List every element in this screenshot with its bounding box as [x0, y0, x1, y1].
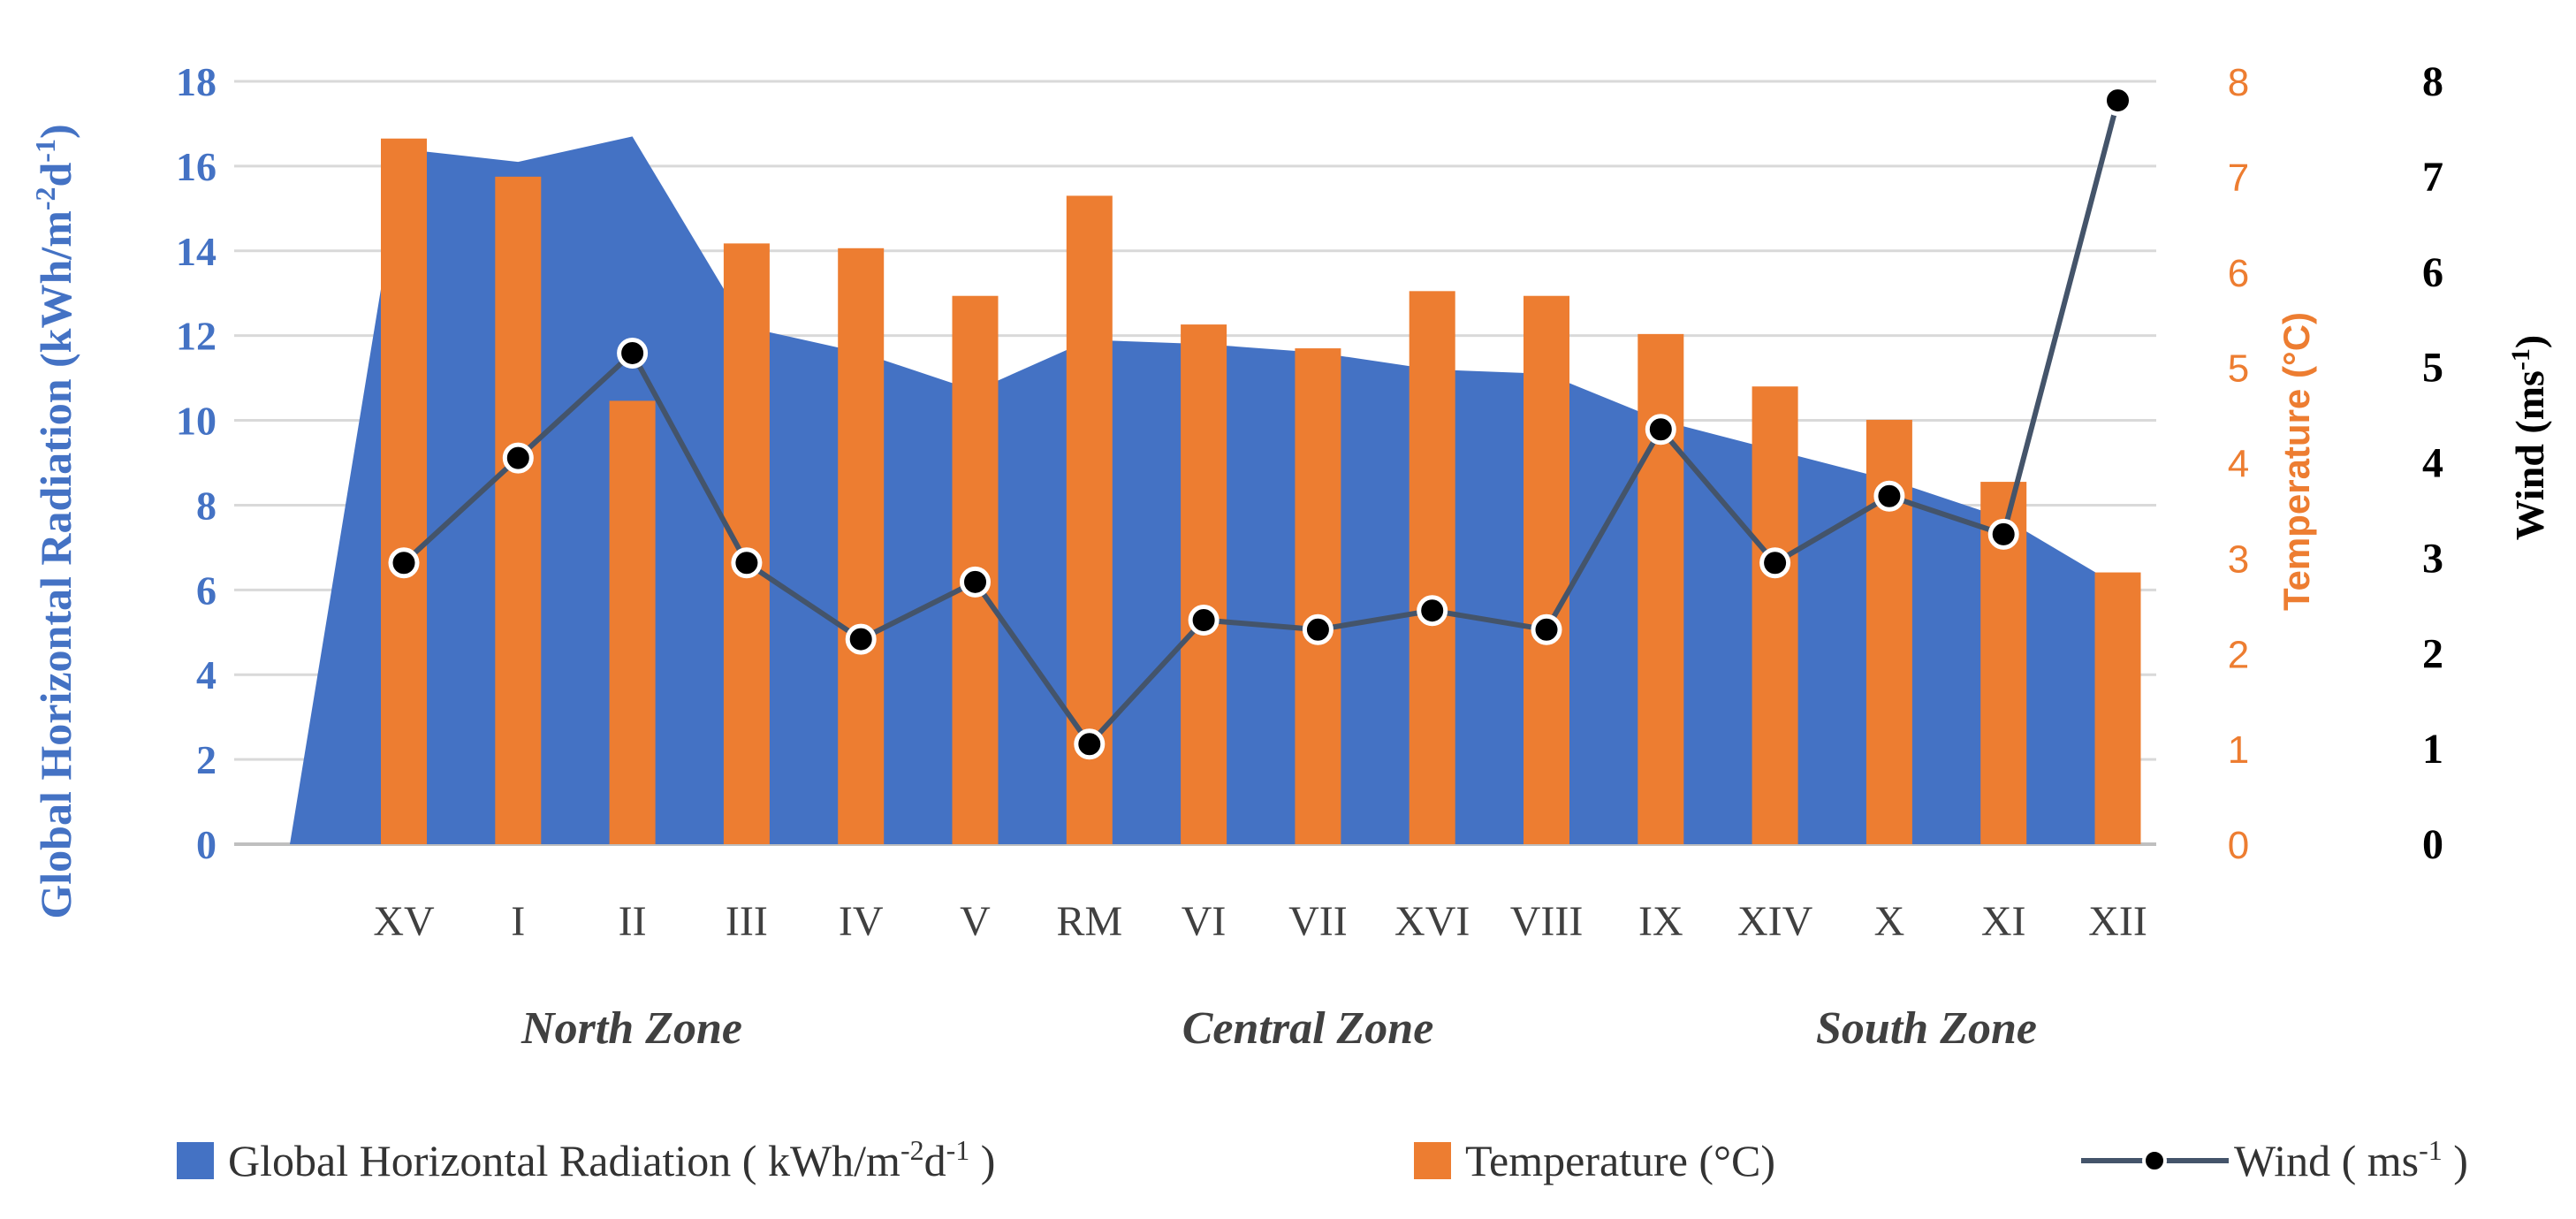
- temperature-bar: [381, 138, 427, 845]
- category-label: IV: [839, 898, 884, 945]
- temperature-bar: [838, 248, 885, 844]
- zone-label: North Zone: [521, 1003, 742, 1054]
- category-label: I: [511, 898, 525, 945]
- wind-tick-label: 4: [2422, 440, 2443, 487]
- wind-point: [388, 547, 420, 579]
- temperature-tick-label: 1: [2228, 728, 2249, 772]
- left-tick-label: 10: [176, 399, 217, 444]
- temperature-bar: [2094, 572, 2141, 844]
- wind-axis-ticks: 0 1 2 3 4 5 6 7 8: [2422, 58, 2443, 868]
- temperature-bar: [1752, 386, 1798, 844]
- left-tick-label: 8: [196, 483, 217, 528]
- temperature-bar: [1638, 333, 1684, 844]
- temperature-tick-label: 8: [2228, 61, 2249, 104]
- category-labels: XV I II III IV V RM VI VII XVI VIII IX XIV X XI XII: [373, 898, 2147, 945]
- temperature-bar: [723, 243, 770, 844]
- legend-label-radiation: Global Horizontal Radiation ( kWh/m-2d-1…: [228, 1134, 995, 1185]
- wind-point: [1759, 547, 1791, 579]
- legend-marker-wind: [2142, 1148, 2167, 1173]
- left-tick-label: 14: [176, 229, 217, 274]
- wind-line: [401, 99, 2121, 747]
- legend: Global Horizontal Radiation ( kWh/m-2d-1…: [177, 1134, 2468, 1185]
- legend-swatch-radiation: [177, 1142, 214, 1179]
- wind-tick-label: 6: [2422, 249, 2443, 296]
- temperature-bar-series: [381, 138, 2141, 845]
- wind-point: [617, 337, 649, 369]
- category-label: V: [960, 898, 991, 945]
- wind-point: [1074, 728, 1106, 760]
- category-label: XI: [1981, 898, 2026, 945]
- category-label: VI: [1182, 898, 1227, 945]
- wind-tick-label: 8: [2422, 58, 2443, 105]
- left-tick-label: 16: [176, 144, 217, 189]
- wind-point: [845, 623, 877, 655]
- left-axis-ticks: 0 2 4 6 8 10 12 14 16 18: [176, 59, 217, 867]
- temperature-tick-label: 4: [2228, 443, 2249, 486]
- zone-labels: North Zone Central Zone South Zone: [521, 1003, 2037, 1054]
- left-tick-label: 0: [196, 822, 217, 867]
- wind-tick-label: 2: [2422, 630, 2443, 677]
- temperature-bar: [609, 400, 656, 844]
- wind-point: [731, 547, 763, 579]
- left-tick-label: 6: [196, 568, 217, 613]
- zone-label: South Zone: [1816, 1003, 2037, 1054]
- left-tick-label: 12: [176, 314, 217, 359]
- temperature-tick-label: 2: [2228, 633, 2249, 676]
- wind-axis-title: Wind (ms-1): [2506, 335, 2552, 540]
- wind-point: [1987, 518, 2019, 550]
- wind-line-series: [388, 85, 2133, 760]
- temperature-bar: [1181, 324, 1227, 844]
- category-label: VIII: [1510, 898, 1584, 945]
- temperature-tick-label: 0: [2228, 824, 2249, 867]
- temperature-tick-label: 3: [2228, 537, 2249, 581]
- temperature-tick-label: 5: [2228, 347, 2249, 391]
- legend-swatch-temperature: [1414, 1142, 1451, 1179]
- legend-label-temperature: Temperature (°C): [1465, 1136, 1775, 1185]
- wind-tick-label: 5: [2422, 345, 2443, 392]
- wind-point: [1417, 595, 1448, 627]
- wind-point: [1188, 604, 1220, 636]
- temperature-bar: [1409, 291, 1455, 844]
- wind-point: [2102, 85, 2133, 117]
- wind-point: [1645, 414, 1676, 446]
- temperature-bar: [495, 176, 542, 844]
- left-tick-label: 18: [176, 59, 217, 104]
- wind-point: [502, 442, 534, 474]
- left-tick-label: 4: [196, 652, 217, 697]
- category-label: RM: [1056, 898, 1122, 945]
- category-label: XII: [2088, 898, 2147, 945]
- wind-point: [1531, 613, 1562, 645]
- category-label: XIV: [1737, 898, 1813, 945]
- temperature-bar: [1524, 295, 1569, 844]
- zone-label: Central Zone: [1182, 1003, 1434, 1054]
- legend-label-wind: Wind ( ms-1 ): [2234, 1134, 2468, 1185]
- category-label: II: [619, 898, 647, 945]
- wind-tick-label: 7: [2422, 154, 2443, 201]
- wind-point: [960, 566, 991, 598]
- category-label: X: [1874, 898, 1905, 945]
- temperature-tick-label: 7: [2228, 156, 2249, 200]
- wind-tick-label: 1: [2422, 726, 2443, 773]
- category-label: XVI: [1394, 898, 1470, 945]
- category-label: III: [726, 898, 768, 945]
- wind-point: [1302, 613, 1334, 645]
- category-label: VII: [1288, 898, 1348, 945]
- wind-point: [1873, 480, 1905, 512]
- category-label: XV: [373, 898, 435, 945]
- category-label: IX: [1638, 898, 1683, 945]
- temperature-bar: [1295, 348, 1341, 844]
- temperature-axis-title: Temperature (°C): [2276, 312, 2317, 611]
- temperature-tick-label: 6: [2228, 252, 2249, 295]
- wind-tick-label: 0: [2422, 821, 2443, 868]
- wind-tick-label: 3: [2422, 535, 2443, 582]
- left-axis-title: Global Horizontal Radiation (kWh/m-2d-1): [29, 124, 80, 918]
- left-tick-label: 2: [196, 737, 217, 782]
- temperature-axis-ticks: 0 1 2 3 4 5 6 7 8: [2228, 61, 2249, 867]
